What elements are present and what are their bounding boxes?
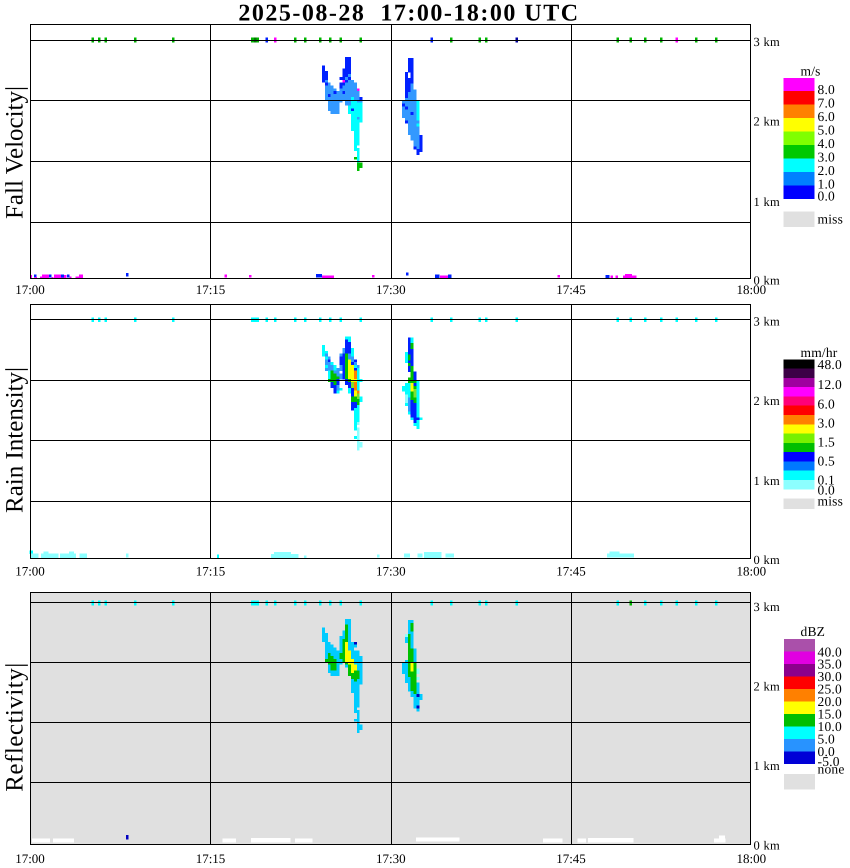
- svg-text:Rain Intensity|: Rain Intensity|: [2, 367, 29, 513]
- svg-text:m/s: m/s: [801, 64, 821, 79]
- svg-text:48.0: 48.0: [818, 357, 842, 372]
- svg-text:2 km: 2 km: [754, 680, 781, 694]
- svg-text:3 km: 3 km: [754, 600, 781, 614]
- svg-text:0 km: 0 km: [754, 274, 781, 288]
- svg-text:1.5: 1.5: [818, 435, 836, 450]
- svg-text:5.0: 5.0: [818, 123, 836, 138]
- svg-text:dBZ: dBZ: [801, 624, 826, 639]
- svg-text:1 km: 1 km: [754, 195, 781, 209]
- svg-text:40.0: 40.0: [818, 645, 842, 660]
- svg-text:3.0: 3.0: [818, 149, 836, 164]
- svg-text:mm/hr: mm/hr: [801, 345, 838, 360]
- svg-text:17:15: 17:15: [196, 563, 226, 578]
- svg-text:0.0: 0.0: [818, 483, 836, 498]
- svg-text:17:45: 17:45: [556, 282, 586, 297]
- svg-text:6.0: 6.0: [818, 109, 836, 124]
- svg-text:17:00: 17:00: [15, 563, 45, 578]
- svg-text:18:00: 18:00: [736, 563, 766, 578]
- svg-text:3.0: 3.0: [818, 416, 836, 431]
- svg-text:17:30: 17:30: [376, 282, 406, 297]
- svg-text:20.0: 20.0: [818, 694, 842, 709]
- svg-text:0 km: 0 km: [754, 553, 781, 567]
- svg-text:miss: miss: [818, 212, 844, 227]
- svg-text:none: none: [818, 762, 845, 777]
- svg-text:17:30: 17:30: [376, 563, 406, 578]
- svg-text:2 km: 2 km: [754, 115, 781, 129]
- svg-text:7.0: 7.0: [818, 96, 836, 111]
- svg-text:Reflectivity|: Reflectivity|: [2, 662, 29, 792]
- svg-text:17:45: 17:45: [556, 851, 586, 866]
- svg-text:0.0: 0.0: [818, 188, 836, 203]
- svg-text:12.0: 12.0: [818, 377, 842, 392]
- svg-text:0.5: 0.5: [818, 454, 836, 469]
- svg-text:25.0: 25.0: [818, 682, 842, 697]
- svg-text:3 km: 3 km: [754, 315, 781, 329]
- svg-text:5.0: 5.0: [818, 732, 836, 747]
- svg-text:0.0: 0.0: [818, 744, 836, 759]
- svg-text:1 km: 1 km: [754, 474, 781, 488]
- svg-text:0 km: 0 km: [754, 839, 781, 853]
- svg-text:17:15: 17:15: [196, 851, 226, 866]
- svg-text:15.0: 15.0: [818, 707, 842, 722]
- svg-text:2 km: 2 km: [754, 394, 781, 408]
- svg-text:1.0: 1.0: [818, 176, 836, 191]
- svg-text:35.0: 35.0: [818, 657, 842, 672]
- svg-text:3 km: 3 km: [754, 35, 781, 49]
- svg-text:18:00: 18:00: [736, 282, 766, 297]
- svg-text:17:30: 17:30: [376, 851, 406, 866]
- svg-text:8.0: 8.0: [818, 82, 836, 97]
- svg-text:Fall Velocity|: Fall Velocity|: [2, 86, 29, 219]
- svg-text:17:00: 17:00: [15, 282, 45, 297]
- svg-text:4.0: 4.0: [818, 136, 836, 151]
- svg-text:0.1: 0.1: [818, 473, 835, 488]
- svg-text:17:45: 17:45: [556, 563, 586, 578]
- svg-text:10.0: 10.0: [818, 719, 842, 734]
- svg-text:6.0: 6.0: [818, 397, 836, 412]
- svg-text:-5.0: -5.0: [818, 754, 840, 769]
- svg-text:2.0: 2.0: [818, 163, 836, 178]
- svg-text:miss: miss: [818, 494, 844, 509]
- svg-text:17:00: 17:00: [15, 851, 45, 866]
- svg-text:2025-08-28 17:00-18:00 UTC: 2025-08-28 17:00-18:00 UTC: [238, 1, 579, 27]
- svg-text:17:15: 17:15: [196, 282, 226, 297]
- svg-text:18:00: 18:00: [736, 851, 766, 866]
- svg-text:1 km: 1 km: [754, 759, 781, 773]
- svg-text:30.0: 30.0: [818, 669, 842, 684]
